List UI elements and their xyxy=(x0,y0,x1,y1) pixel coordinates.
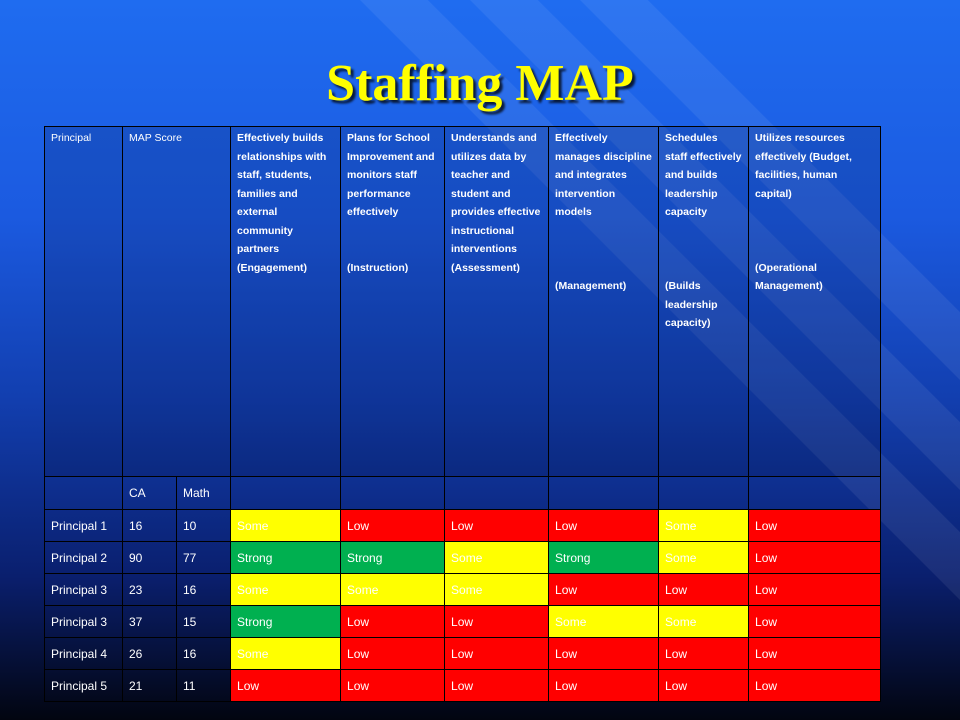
subheader-row: CA Math xyxy=(44,476,882,510)
subheader-ca: CA xyxy=(122,476,177,510)
header-text: Plans for School Improvement and monitor… xyxy=(347,132,435,218)
rating-cell: Strong xyxy=(548,541,660,574)
rating-cell: Strong xyxy=(230,541,342,574)
rating-cell: Some xyxy=(548,605,660,638)
subheader-blank xyxy=(444,476,550,510)
rating-cell: Low xyxy=(748,669,882,702)
table-row: Principal 1 16 10 Some Low Low Low Some Low xyxy=(44,509,882,542)
subheader-blank xyxy=(748,476,882,510)
rating-cell: Low xyxy=(444,669,550,702)
principal-name-cell: Principal 1 xyxy=(44,509,123,542)
rating-cell: Strong xyxy=(230,605,342,638)
table-row: Principal 2 90 77 Strong Strong Some Strong Som… xyxy=(44,541,882,574)
math-score-cell: 16 xyxy=(175,637,232,670)
math-score-cell: 15 xyxy=(175,605,232,638)
math-score-cell: 10 xyxy=(175,509,232,542)
rating-cell: Low xyxy=(340,669,446,702)
rating-cell: Low xyxy=(748,509,882,542)
rating-cell: Strong xyxy=(340,541,446,574)
header-row: Principal MAP Score Effectively builds r… xyxy=(44,126,882,477)
rating-cell: Low xyxy=(748,605,882,638)
rating-cell: Low xyxy=(444,509,550,542)
header-note: (Instruction) xyxy=(347,261,409,274)
rating-cell: Low xyxy=(658,637,750,670)
rating-cell: Low xyxy=(658,573,750,606)
ca-score-cell: 26 xyxy=(122,637,177,670)
rating-cell: Low xyxy=(444,637,550,670)
header-operational: Utilizes resources effectively (Budget, … xyxy=(748,126,882,477)
header-text: Principal xyxy=(51,132,92,144)
slide-title: Staffing MAP xyxy=(326,55,634,112)
ca-score-cell: 21 xyxy=(122,669,177,702)
math-score-cell: 11 xyxy=(175,669,232,702)
table-row: Principal 3 37 15 Strong Low Low Some Some Low xyxy=(44,605,882,638)
header-map-score: MAP Score xyxy=(121,126,232,477)
ca-score-cell: 23 xyxy=(122,573,177,606)
rating-cell: Some xyxy=(230,509,342,542)
rating-cell: Some xyxy=(340,573,446,606)
rating-cell: Low xyxy=(340,637,446,670)
ca-score-cell: 90 xyxy=(122,541,177,574)
header-text: Schedules staff effectively and builds l… xyxy=(665,132,742,218)
rating-cell: Low xyxy=(548,573,660,606)
ca-score-cell: 16 xyxy=(122,509,177,542)
subheader-blank xyxy=(44,476,123,510)
ca-score-cell: 37 xyxy=(122,605,177,638)
math-score-cell: 16 xyxy=(175,573,232,606)
header-management: Effectively manages discipline and integ… xyxy=(548,126,660,477)
header-engagement: Effectively builds relationships with st… xyxy=(230,126,342,477)
table-row: Principal 4 26 16 Some Low Low Low Low Low xyxy=(44,637,882,670)
subheader-blank xyxy=(658,476,750,510)
subheader-blank xyxy=(340,476,446,510)
principal-name-cell: Principal 5 xyxy=(44,669,123,702)
rating-cell: Low xyxy=(748,637,882,670)
rating-cell: Low xyxy=(444,605,550,638)
principal-name-cell: Principal 4 xyxy=(44,637,123,670)
staffing-map-table: Principal MAP Score Effectively builds r… xyxy=(44,126,882,702)
principal-name-cell: Principal 3 xyxy=(44,573,123,606)
header-principal: Principal xyxy=(44,126,123,477)
header-assessment: Understands and utilizes data by teacher… xyxy=(444,126,550,477)
header-text: Effectively manages discipline and integ… xyxy=(555,132,652,218)
header-note: (Builds leadership capacity) xyxy=(665,280,718,329)
subheader-blank xyxy=(230,476,342,510)
rating-cell: Low xyxy=(548,509,660,542)
math-score-cell: 77 xyxy=(175,541,232,574)
rating-cell: Some xyxy=(444,573,550,606)
rating-cell: Low xyxy=(658,669,750,702)
rating-cell: Some xyxy=(444,541,550,574)
rating-cell: Low xyxy=(748,541,882,574)
rating-cell: Low xyxy=(230,669,342,702)
header-instruction: Plans for School Improvement and monitor… xyxy=(340,126,446,477)
header-text: MAP Score xyxy=(129,132,182,144)
rating-cell: Some xyxy=(658,541,750,574)
principal-name-cell: Principal 2 xyxy=(44,541,123,574)
subheader-math: Math xyxy=(175,476,232,510)
rating-cell: Low xyxy=(548,669,660,702)
header-text: Understands and utilizes data by teacher… xyxy=(451,132,541,274)
header-note: (Operational Management) xyxy=(755,261,823,293)
rating-cell: Low xyxy=(340,509,446,542)
header-text: Effectively builds relationships with st… xyxy=(237,132,327,274)
rating-cell: Some xyxy=(658,605,750,638)
table-row: Principal 3 23 16 Some Some Some Low Low Low xyxy=(44,573,882,606)
rating-cell: Low xyxy=(548,637,660,670)
subheader-blank xyxy=(548,476,660,510)
rating-cell: Some xyxy=(230,573,342,606)
rating-cell: Some xyxy=(230,637,342,670)
rating-cell: Low xyxy=(340,605,446,638)
rating-cell: Some xyxy=(658,509,750,542)
header-leadership: Schedules staff effectively and builds l… xyxy=(658,126,750,477)
header-text: Utilizes resources effectively (Budget, … xyxy=(755,132,852,200)
principal-name-cell: Principal 3 xyxy=(44,605,123,638)
header-note: (Management) xyxy=(555,280,627,292)
rating-cell: Low xyxy=(748,573,882,606)
table-row: Principal 5 21 11 Low Low Low Low Low Low xyxy=(44,669,882,702)
